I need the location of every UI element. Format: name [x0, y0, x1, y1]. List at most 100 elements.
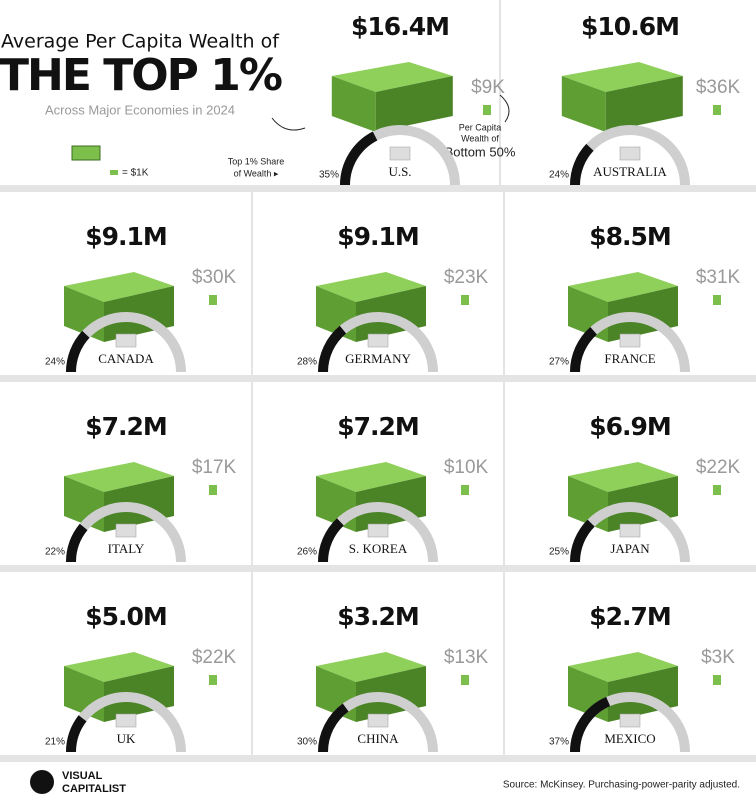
country: S. KOREA	[349, 541, 408, 556]
country: AUSTRALIA	[593, 164, 667, 179]
flag	[367, 523, 389, 538]
stack-left	[331, 76, 376, 132]
country: CANADA	[98, 351, 154, 366]
stack-top	[64, 652, 174, 682]
brand-2: CAPITALIST	[62, 783, 126, 795]
bottom50-wealth: $22K	[192, 647, 237, 668]
share-label: 26%	[297, 547, 317, 558]
brand-1: VISUAL	[62, 770, 103, 782]
footer: VISUAL CAPITALIST Source: McKinsey. Purc…	[30, 770, 740, 795]
row-divider	[0, 185, 756, 192]
stack-top	[568, 652, 678, 682]
country: JAPAN	[610, 541, 650, 556]
flag	[115, 523, 137, 538]
share-label: 25%	[549, 547, 569, 558]
stack-top	[64, 462, 174, 492]
bill-icon	[713, 485, 721, 495]
stack-top	[568, 272, 678, 302]
row-divider	[0, 565, 756, 572]
arrow	[499, 94, 510, 123]
stack-top	[561, 62, 683, 92]
gauge-share	[570, 696, 611, 753]
bill-icon	[461, 675, 469, 685]
gauge-share	[66, 523, 88, 563]
bottom50-wealth: $9K	[471, 77, 505, 98]
flag	[389, 146, 411, 161]
title-line-2: THE TOP 1%	[0, 50, 282, 101]
top1-wealth: $3.2M	[337, 602, 419, 631]
source: Source: McKinsey. Purchasing-power-parit…	[503, 780, 740, 791]
stack-left	[561, 76, 606, 132]
bottom50-wealth: $10K	[444, 457, 489, 478]
legend-text: = $1K	[122, 168, 149, 179]
bottom-note-1: Per Capita	[459, 122, 502, 132]
top1-wealth: $9.1M	[337, 222, 419, 251]
row-divider	[0, 375, 756, 382]
gauge-share	[66, 330, 90, 373]
flag	[115, 713, 137, 728]
share-note-1: Top 1% Share	[228, 156, 285, 166]
gauge-share	[570, 519, 595, 563]
country: ITALY	[108, 541, 145, 556]
flag	[619, 146, 641, 161]
bottom50-wealth: $23K	[444, 267, 489, 288]
stack-top	[316, 272, 426, 302]
bill-icon	[209, 295, 217, 305]
gauge-share	[340, 131, 378, 186]
bottom50-wealth: $31K	[696, 267, 741, 288]
subtitle: Across Major Economies in 2024	[45, 102, 235, 117]
header: Average Per Capita Wealth of THE TOP 1% …	[0, 31, 516, 179]
gauge-share	[318, 518, 344, 563]
bill-icon	[209, 485, 217, 495]
top1-wealth: $8.5M	[589, 222, 671, 251]
gauge-share	[66, 715, 87, 753]
logo	[30, 770, 54, 794]
top1-wealth: $7.2M	[85, 412, 167, 441]
share-label: 24%	[45, 357, 65, 368]
country: CHINA	[357, 731, 399, 746]
bill-icon	[461, 295, 469, 305]
top1-wealth: $5.0M	[85, 602, 167, 631]
panels: $16.4M $9K U.S. 35% $10.6M $36K AUSTRALIA 24% $9…	[45, 12, 741, 753]
stack-top	[64, 272, 174, 302]
share-note-2: of Wealth ▸	[234, 168, 279, 178]
bottom50-wealth: $17K	[192, 457, 237, 478]
share-label: 21%	[45, 737, 65, 748]
stack-top	[568, 462, 678, 492]
bottom50-wealth: $3K	[701, 647, 735, 668]
top1-wealth: $10.6M	[581, 12, 679, 41]
share-label: 22%	[45, 547, 65, 558]
stack-top	[316, 652, 426, 682]
gauge-share	[570, 326, 598, 373]
gauge-share	[318, 703, 349, 753]
stack-right	[605, 76, 683, 132]
bill-icon	[483, 105, 491, 115]
share-label: 27%	[549, 357, 569, 368]
bottom-note-3: Bottom 50%	[445, 144, 516, 159]
bottom-note-2: Wealth of	[461, 133, 499, 143]
stack-right	[375, 76, 453, 132]
legend-icon	[71, 145, 101, 161]
bill-icon	[713, 675, 721, 685]
gauge-share	[570, 143, 594, 186]
flag	[619, 333, 641, 348]
top1-wealth: $7.2M	[337, 412, 419, 441]
stack-top	[316, 462, 426, 492]
flag	[619, 713, 641, 728]
flag	[115, 333, 137, 348]
share-label: 35%	[319, 170, 339, 181]
legend-bill	[110, 170, 118, 175]
top1-wealth: $2.7M	[589, 602, 671, 631]
share-label: 24%	[549, 170, 569, 181]
country: UK	[117, 731, 136, 746]
bill-icon	[461, 485, 469, 495]
bottom50-wealth: $30K	[192, 267, 237, 288]
row-divider	[0, 755, 756, 762]
arrow	[271, 117, 306, 131]
top1-wealth: $9.1M	[85, 222, 167, 251]
bottom50-wealth: $13K	[444, 647, 489, 668]
country: MEXICO	[604, 731, 655, 746]
bill-icon	[209, 675, 217, 685]
flag	[367, 713, 389, 728]
